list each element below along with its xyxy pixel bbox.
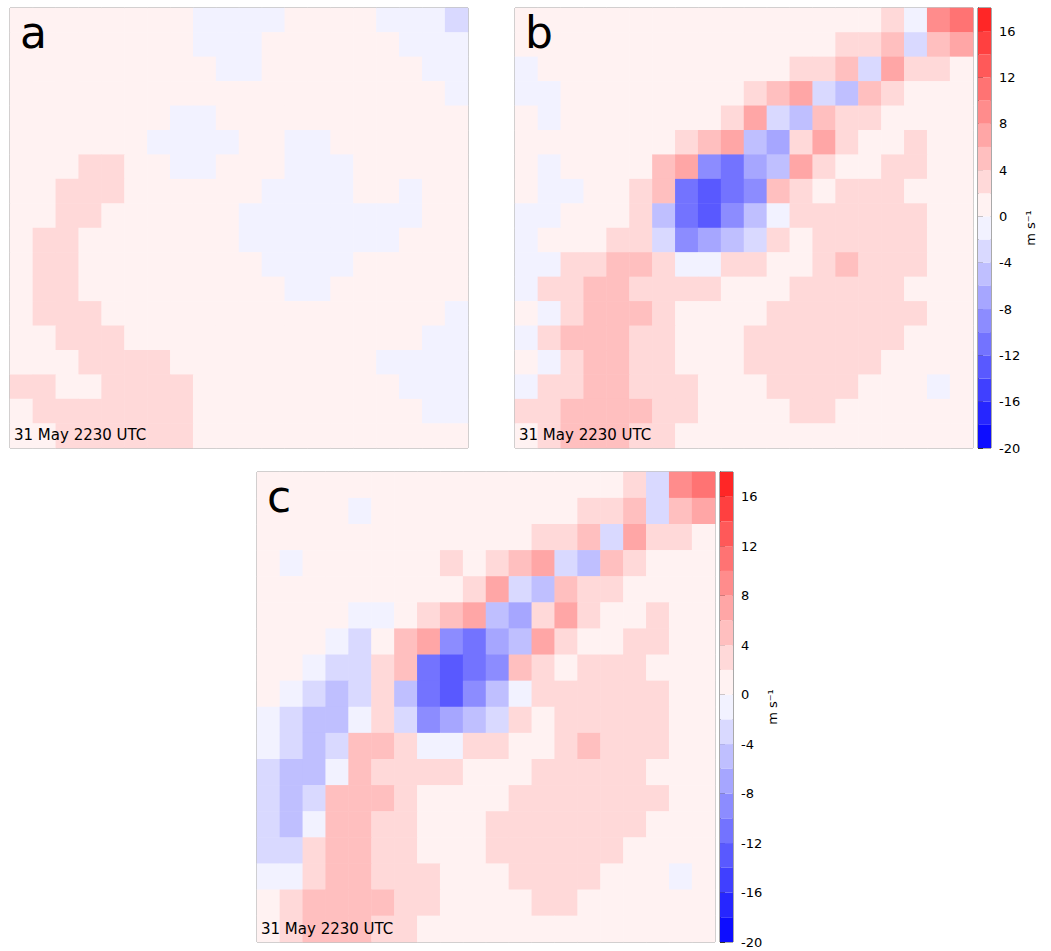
svg-text:8: 8 <box>999 116 1007 131</box>
svg-text:-8: -8 <box>741 786 754 801</box>
svg-text:31 May 2230 UTC: 31 May 2230 UTC <box>519 426 651 444</box>
svg-text:0: 0 <box>999 209 1007 224</box>
svg-text:-20: -20 <box>741 935 762 950</box>
svg-text:-16: -16 <box>999 394 1020 409</box>
svg-text:c: c <box>267 471 291 522</box>
svg-text:-12: -12 <box>999 348 1020 363</box>
svg-text:b: b <box>525 7 553 58</box>
svg-text:-4: -4 <box>999 255 1012 270</box>
svg-text:m s⁻¹: m s⁻¹ <box>765 689 780 725</box>
svg-text:-4: -4 <box>741 737 754 752</box>
svg-text:m s⁻¹: m s⁻¹ <box>1023 210 1038 246</box>
svg-text:16: 16 <box>741 489 758 504</box>
svg-text:12: 12 <box>741 539 758 554</box>
svg-text:12: 12 <box>999 70 1016 85</box>
svg-text:a: a <box>20 7 47 58</box>
svg-text:16: 16 <box>999 24 1016 39</box>
svg-text:0: 0 <box>741 687 749 702</box>
svg-text:-16: -16 <box>741 885 762 900</box>
svg-text:-12: -12 <box>741 836 762 851</box>
svg-text:-20: -20 <box>999 441 1020 456</box>
svg-text:-8: -8 <box>999 302 1012 317</box>
svg-text:4: 4 <box>999 163 1007 178</box>
svg-text:31 May 2230 UTC: 31 May 2230 UTC <box>261 920 393 938</box>
svg-text:8: 8 <box>741 588 749 603</box>
svg-text:31 May 2230 UTC: 31 May 2230 UTC <box>14 426 146 444</box>
svg-text:4: 4 <box>741 638 749 653</box>
